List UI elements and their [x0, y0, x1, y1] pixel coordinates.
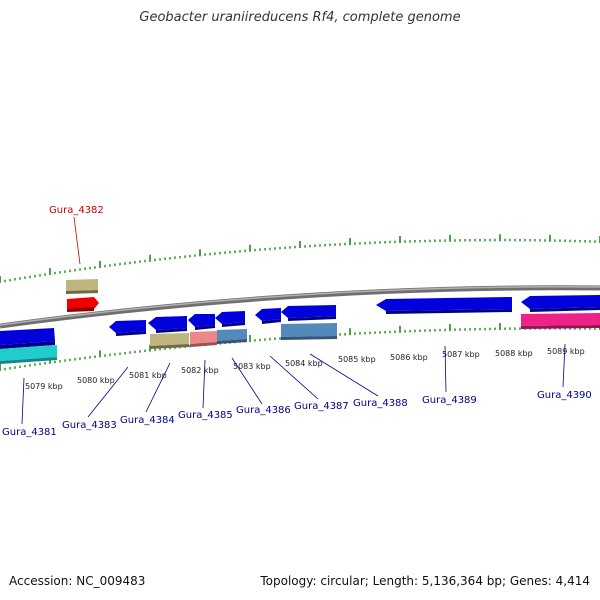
inner-tick-row — [0, 322, 600, 371]
gene-gura-4390[interactable] — [521, 295, 600, 329]
gene-label-gura-4388[interactable]: Gura_4388 — [353, 398, 408, 409]
gene-label-gura-4383[interactable]: Gura_4383 — [62, 420, 117, 431]
genome-backbone — [0, 285, 600, 329]
kbp-label: 5087 kbp — [442, 350, 480, 359]
kbp-label: 5080 kbp — [77, 376, 115, 385]
leader-line-gura-4386 — [231, 357, 263, 405]
kbp-label: 5088 kbp — [495, 349, 533, 358]
leader-line-gura-4389 — [444, 345, 447, 393]
kbp-label: 5089 kbp — [547, 347, 585, 356]
gene-label-gura-4389[interactable]: Gura_4389 — [422, 395, 477, 406]
kbp-labels: 5079 kbp 5080 kbp 5081 kbp 5082 kbp 5083… — [25, 347, 585, 391]
kbp-label: 5085 kbp — [338, 355, 376, 364]
forward-strand-genes — [66, 279, 99, 312]
kbp-label: 5083 kbp — [233, 362, 271, 371]
gene-gura-4388[interactable] — [281, 305, 337, 340]
gene-label-gura-4385[interactable]: Gura_4385 — [178, 410, 233, 421]
genome-title: Geobacter uraniireducens Rf4, complete g… — [139, 10, 461, 25]
gene-labels: Gura_4382 Gura_4381 Gura_4383 Gura_4384 … — [2, 205, 592, 438]
gene-leader-lines — [21, 216, 566, 425]
genome-summary: Topology: circular; Length: 5,136,364 bp… — [260, 574, 590, 588]
reverse-strand-genes — [0, 295, 600, 364]
gene-label-gura-4387[interactable]: Gura_4387 — [294, 401, 349, 412]
leader-line-gura-4390 — [562, 343, 566, 388]
leader-line-gura-4381 — [21, 377, 25, 425]
genome-backbone-highlight — [0, 286, 600, 326]
leader-line-gura-4382 — [73, 216, 81, 265]
leader-line-gura-4385 — [202, 359, 206, 409]
gene-label-gura-4382[interactable]: Gura_4382 — [49, 205, 104, 216]
accession-label: Accession: NC_009483 — [9, 574, 146, 588]
gene-gura-4385[interactable] — [188, 314, 217, 347]
leader-line-gura-4387 — [269, 355, 319, 400]
gene-label-gura-4381[interactable]: Gura_4381 — [2, 427, 57, 438]
gene-label-gura-4384[interactable]: Gura_4384 — [120, 415, 175, 426]
gene-gura-4386[interactable] — [215, 311, 247, 344]
gene-label-gura-4390[interactable]: Gura_4390 — [537, 390, 592, 401]
gene-gura-4383[interactable] — [109, 320, 146, 336]
outer-tick-row — [0, 234, 600, 283]
gene-gura-4389[interactable] — [376, 297, 512, 314]
gene-gura-4382[interactable] — [66, 279, 99, 312]
leader-line-gura-4388 — [309, 353, 379, 397]
leader-line-gura-4384 — [145, 362, 171, 413]
kbp-label: 5086 kbp — [390, 353, 428, 362]
gene-gura-4384[interactable] — [148, 316, 189, 349]
gene-gura-4387[interactable] — [255, 308, 281, 324]
kbp-label: 5079 kbp — [25, 382, 63, 391]
kbp-label: 5082 kbp — [181, 366, 219, 375]
kbp-label: 5081 kbp — [129, 371, 167, 380]
leader-line-gura-4383 — [87, 366, 129, 418]
gene-gura-4381[interactable] — [0, 328, 57, 364]
gene-label-gura-4386[interactable]: Gura_4386 — [236, 405, 291, 416]
kbp-label: 5084 kbp — [285, 359, 323, 368]
